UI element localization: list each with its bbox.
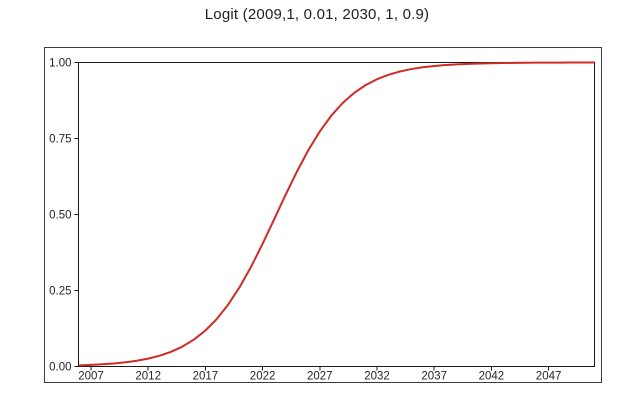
x-tick-label: 2027 (307, 371, 333, 383)
x-tick-label: 2012 (135, 371, 161, 383)
x-tick-label: 2022 (250, 371, 276, 383)
plot-area-frame (78, 62, 595, 367)
y-tick-label: 0.00 (49, 362, 71, 374)
y-tick-label: 0.75 (49, 134, 71, 146)
y-tick-label: 0.25 (49, 286, 71, 298)
x-tick-label: 2007 (78, 371, 104, 383)
x-axis: 2007 2012 2017 2022 2027 2032 2037 2042 2047 (78, 366, 562, 383)
x-tick-label: 2037 (421, 371, 447, 383)
x-tick-label: 2047 (536, 371, 562, 383)
x-tick-label: 2032 (364, 371, 390, 383)
x-tick-label: 2017 (193, 371, 219, 383)
y-axis: 0.00 0.25 0.50 0.75 1.00 (49, 58, 79, 374)
y-tick-label: 1.00 (49, 58, 71, 70)
chart-title: Logit (2009,1, 0.01, 2030, 1, 0.9) (204, 6, 430, 23)
logit-curve-line (78, 61, 596, 367)
y-tick-label: 0.50 (49, 210, 71, 222)
x-tick-label: 2042 (479, 371, 505, 383)
